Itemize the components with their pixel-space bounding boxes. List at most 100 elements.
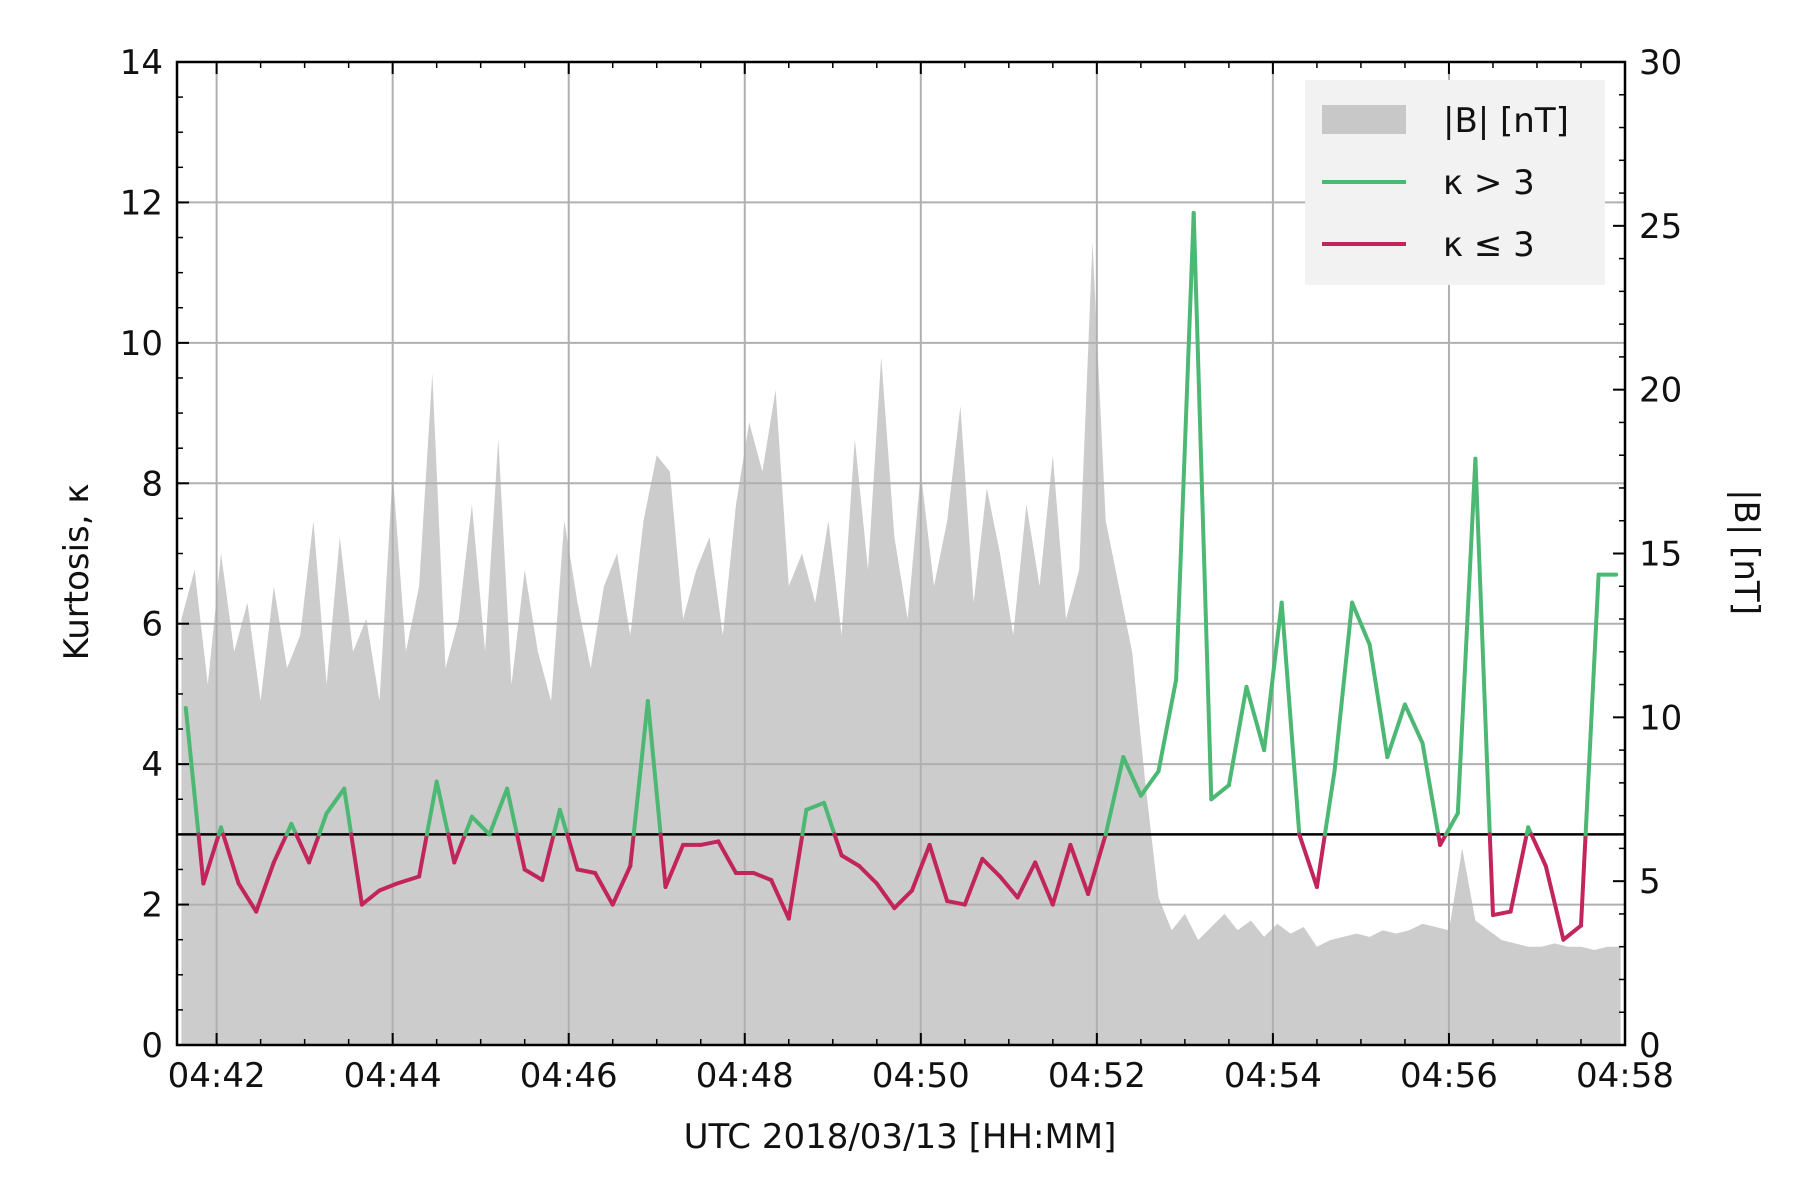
x-tick-label: 04:54: [1224, 1056, 1322, 1096]
kurtosis-segment-below: [1529, 832, 1548, 868]
y2-tick-label: 10: [1639, 698, 1682, 738]
kurtosis-segment-above: [1455, 456, 1478, 816]
kurtosis-segment-below: [658, 832, 668, 889]
kurtosis-segment-below: [1438, 832, 1448, 847]
kurtosis-segment-above: [1209, 783, 1231, 802]
x-tick-label: 04:52: [1048, 1056, 1146, 1096]
y-tick-label: 4: [141, 745, 163, 785]
x-tick-label: 04:56: [1400, 1056, 1498, 1096]
kurtosis-segment-above: [505, 786, 519, 837]
y-tick-label: 0: [141, 1026, 163, 1066]
kurtosis-segment-below: [628, 832, 636, 868]
kurtosis-segment-above: [1322, 769, 1337, 837]
kurtosis-segment-above: [1350, 600, 1372, 647]
y-tick-label: 6: [141, 605, 163, 645]
kurtosis-segment-below: [786, 832, 805, 921]
y-tick-label: 10: [120, 324, 163, 364]
kurtosis-segment-above: [487, 786, 510, 837]
kurtosis-segment-below: [349, 832, 364, 907]
kurtosis-segment-below: [359, 888, 382, 907]
kurtosis-segment-above: [1191, 211, 1214, 802]
field-area: [181, 242, 1621, 1045]
legend-label-below: κ ≤ 3: [1443, 225, 1535, 265]
y-tick-label: 12: [120, 183, 163, 223]
kurtosis-segment-above: [317, 811, 329, 837]
kurtosis-segment-above: [1262, 600, 1284, 753]
kurtosis-segment-below: [663, 842, 686, 889]
y-axis-label: Kurtosis, κ: [57, 484, 97, 661]
x-axis-label: UTC 2018/03/13 [HH:MM]: [684, 1117, 1117, 1157]
kurtosis-segment-below: [910, 842, 932, 893]
legend: |B| [nT] κ > 3 κ ≤ 3: [1305, 80, 1605, 285]
x-tick-label: 04:44: [344, 1056, 442, 1096]
x-tick-label: 04:58: [1576, 1056, 1674, 1096]
kurtosis-segment-below: [1491, 909, 1513, 918]
kurtosis-segment-below: [1579, 832, 1588, 928]
y2-tick-label: 15: [1639, 535, 1682, 575]
y2-tick-label: 25: [1639, 207, 1682, 247]
kurtosis-segment-above: [1244, 684, 1267, 753]
kurtosis-segment-above: [551, 807, 562, 837]
y2-tick-label: 0: [1639, 1026, 1661, 1066]
y2-tick-label: 30: [1639, 43, 1682, 83]
kurtosis-segment-below: [1508, 832, 1529, 914]
y-tick-label: 2: [141, 886, 163, 926]
y-tick-label: 14: [120, 43, 163, 83]
kurtosis-segment-above: [1121, 755, 1143, 798]
field-area-layer: [181, 242, 1621, 1045]
kurtosis-segment-above: [1402, 702, 1425, 746]
kurtosis-segment-above: [557, 807, 570, 837]
y2-axis-label: |B| [nT]: [1726, 489, 1766, 615]
kurtosis-segment-below: [1086, 832, 1108, 896]
x-tick-label: 04:42: [168, 1056, 266, 1096]
kurtosis-segment-below: [271, 832, 289, 865]
legend-swatch-field: [1322, 105, 1406, 134]
kurtosis-segment-below: [927, 842, 950, 904]
y2-tick-label: 5: [1639, 862, 1661, 902]
kurtosis-segment-above: [631, 699, 650, 837]
kurtosis-segment-below: [201, 832, 221, 886]
kurtosis-segment-below: [522, 867, 545, 882]
kurtosis-segment-below: [1015, 860, 1038, 900]
legend-label-above: κ > 3: [1443, 163, 1535, 203]
kurtosis-segment-above: [800, 807, 809, 837]
x-tick-label: 04:46: [520, 1056, 618, 1096]
kurtosis-segment-below: [254, 860, 276, 914]
kurtosis-segment-below: [294, 832, 311, 865]
kurtosis-segment-above: [1279, 600, 1302, 837]
kurtosis-segment-below: [196, 832, 206, 886]
kurtosis-segment-below: [452, 832, 468, 865]
kurtosis-segment-above: [469, 814, 492, 837]
kurtosis-segment-below: [565, 832, 580, 872]
kurtosis-segment-below: [1543, 864, 1566, 942]
kurtosis-segment-above: [1138, 769, 1161, 798]
kurtosis-segment-below: [832, 832, 844, 858]
kurtosis-segment-below: [769, 878, 791, 921]
kurtosis-segment-above: [1385, 702, 1407, 760]
kurtosis-segment-above: [1420, 741, 1441, 837]
kurtosis-segment-above: [1444, 811, 1460, 837]
kurtosis-segment-above: [1174, 211, 1196, 682]
kurtosis-segment-below: [1487, 832, 1495, 918]
kurtosis-segment-below: [395, 874, 422, 886]
kurtosis-segment-below: [874, 881, 897, 911]
kurtosis-line-layer: [183, 211, 1619, 942]
kurtosis-segment-above: [1473, 456, 1492, 837]
kurtosis-segment-below: [857, 864, 879, 886]
kurtosis-segment-below: [945, 899, 967, 907]
kurtosis-segment-above: [1367, 642, 1390, 760]
kurtosis-segment-above: [183, 706, 201, 837]
x-tick-label: 04:48: [696, 1056, 794, 1096]
kurtosis-segment-above: [645, 699, 663, 837]
kurtosis-segment-below: [998, 874, 1020, 900]
kurtosis-segment-above: [1332, 600, 1355, 774]
kurtosis-segment-below: [892, 888, 914, 911]
kurtosis-segment-below: [839, 853, 862, 868]
kurtosis-segment-below: [610, 864, 633, 907]
kurtosis-segment-above: [1226, 684, 1249, 788]
kurtosis-segment-above: [822, 800, 837, 837]
kurtosis-segment-above: [1583, 572, 1601, 837]
kurtosis-segment-below: [1033, 860, 1055, 907]
